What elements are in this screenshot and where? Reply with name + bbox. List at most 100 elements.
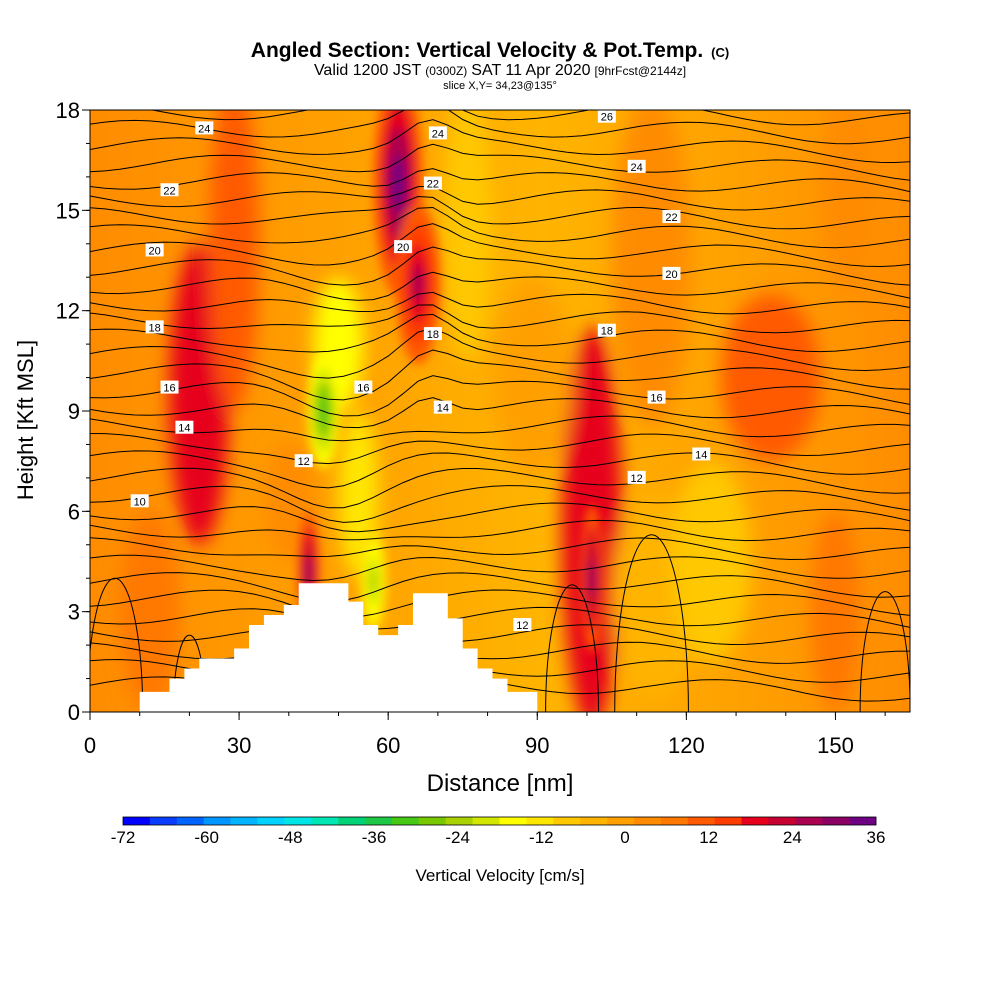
velocity-band bbox=[492, 277, 573, 478]
velocity-blob bbox=[305, 556, 312, 587]
contour-label-text: 16 bbox=[357, 383, 369, 395]
theta-contour-line bbox=[90, 397, 910, 429]
theta-contour-line bbox=[90, 223, 910, 268]
contour-label: 16 bbox=[647, 390, 666, 405]
colorbar-swatch bbox=[768, 817, 796, 825]
velocity-blob bbox=[391, 155, 405, 213]
contour-label: 18 bbox=[423, 327, 442, 341]
theta-contour-closed bbox=[90, 577, 144, 712]
contour-label-box bbox=[662, 266, 681, 280]
velocity-blob bbox=[412, 263, 424, 304]
theta-contour-line bbox=[90, 624, 910, 646]
chart-title-suffix: (C) bbox=[711, 45, 729, 60]
x-tick-label: 120 bbox=[668, 733, 705, 758]
x-tick-label: 90 bbox=[525, 733, 549, 758]
colorbar-swatch bbox=[203, 817, 231, 825]
plot-area: 24 22 20 18 16 14 10 12 16 14 24 22 20 18 26 24 22 20 18 16… bbox=[90, 110, 910, 712]
theta-contour-line bbox=[90, 143, 910, 181]
x-tick-label: 60 bbox=[376, 733, 400, 758]
subtitle-utc: (0300Z) bbox=[425, 64, 467, 78]
velocity-band bbox=[721, 293, 821, 462]
contour-label-text: 22 bbox=[665, 212, 677, 224]
contour-label: 22 bbox=[160, 183, 179, 197]
contour-label: 16 bbox=[160, 380, 179, 395]
chart-title-main: Angled Section: Vertical Velocity & Pot.… bbox=[251, 39, 703, 62]
colorbar-swatch bbox=[795, 817, 823, 825]
contour-label-text: 22 bbox=[427, 179, 439, 191]
contour-label-text: 26 bbox=[601, 112, 613, 124]
contour-label-text: 14 bbox=[695, 449, 707, 461]
contour-label: 14 bbox=[692, 447, 711, 461]
colorbar-swatch bbox=[338, 817, 366, 825]
colorbar-tick-label: -36 bbox=[362, 828, 387, 847]
subtitle-date: SAT 11 Apr 2020 bbox=[471, 62, 590, 79]
theta-contour-line bbox=[90, 519, 910, 542]
theta-contour-line bbox=[90, 195, 910, 230]
colorbar-tick-label: 12 bbox=[699, 828, 718, 847]
contour-label: 24 bbox=[627, 159, 646, 174]
x-tick-label: 30 bbox=[227, 733, 251, 758]
colorbar-label: Vertical Velocity [cm/s] bbox=[415, 866, 584, 885]
contour-label-box bbox=[175, 420, 194, 434]
colorbar-tick-label: -72 bbox=[111, 828, 136, 847]
velocity-blob bbox=[370, 569, 377, 595]
colorbar-tick-label: 24 bbox=[783, 828, 802, 847]
contour-label-box bbox=[428, 126, 447, 140]
contour-label-text: 14 bbox=[437, 403, 449, 415]
subtitle-forecast: [9hrFcst@2144z] bbox=[595, 64, 687, 78]
theta-contour-line bbox=[90, 327, 910, 379]
colorbar-swatch bbox=[418, 817, 447, 825]
theta-contour-line bbox=[90, 433, 910, 465]
theta-contour-line bbox=[90, 415, 910, 442]
velocity-band bbox=[810, 511, 861, 712]
contour-label: 14 bbox=[433, 400, 452, 415]
contour-label-box bbox=[647, 390, 666, 404]
contour-label-text: 14 bbox=[178, 423, 190, 435]
theta-contour-line bbox=[90, 119, 910, 164]
contour-label-text: 18 bbox=[427, 329, 439, 341]
colorbar-swatch bbox=[391, 817, 420, 825]
theta-contour-line bbox=[90, 572, 910, 603]
contour-label-text: 18 bbox=[148, 322, 160, 334]
contour-label-box bbox=[145, 243, 164, 257]
colorbar-swatch bbox=[687, 817, 715, 825]
contour-label: 18 bbox=[145, 320, 164, 334]
theta-contour-line bbox=[90, 467, 910, 509]
colorbar-frame bbox=[122, 816, 877, 826]
contour-label: 18 bbox=[597, 323, 616, 338]
contour-label-text: 22 bbox=[163, 185, 175, 197]
colorbar-tick-label: -24 bbox=[445, 828, 470, 847]
contour-label-box bbox=[513, 618, 532, 632]
colorbar-swatch bbox=[660, 817, 689, 825]
contour-label-box bbox=[662, 210, 681, 224]
contour-label-box bbox=[130, 494, 149, 508]
theta-contour-line bbox=[90, 185, 910, 211]
contour-label: 26 bbox=[597, 110, 616, 124]
contour-label-box bbox=[597, 323, 616, 337]
chart-title: Angled Section: Vertical Velocity & Pot.… bbox=[251, 39, 729, 62]
colorbar-swatch bbox=[607, 817, 635, 825]
theta-contour-line bbox=[90, 485, 910, 523]
theta-contour-line bbox=[90, 206, 910, 249]
x-tick-label: 0 bbox=[84, 733, 96, 758]
contour-label-box bbox=[294, 454, 313, 468]
theta-contour-line bbox=[90, 589, 910, 619]
contour-label-text: 20 bbox=[665, 269, 677, 281]
contour-label: 24 bbox=[428, 126, 447, 140]
y-tick-label: 3 bbox=[68, 600, 80, 625]
contour-label-text: 12 bbox=[631, 473, 643, 485]
contour-label-box bbox=[597, 110, 616, 123]
theta-contour-line bbox=[90, 110, 910, 145]
theta-contour-line bbox=[90, 375, 910, 417]
contour-label-text: 12 bbox=[516, 620, 528, 632]
colorbar-swatch bbox=[230, 817, 258, 825]
y-tick-label: 12 bbox=[56, 299, 80, 324]
contour-label-text: 20 bbox=[397, 242, 409, 254]
chart-subtitle: Valid 1200 JST (0300Z) SAT 11 Apr 2020 [9hr… bbox=[314, 62, 686, 79]
contour-label-box bbox=[394, 240, 413, 254]
x-axis-ticks: 0 30 60 90 120 150 bbox=[84, 712, 886, 758]
contour-label-box bbox=[160, 380, 179, 394]
colorbar-swatch bbox=[284, 817, 312, 825]
